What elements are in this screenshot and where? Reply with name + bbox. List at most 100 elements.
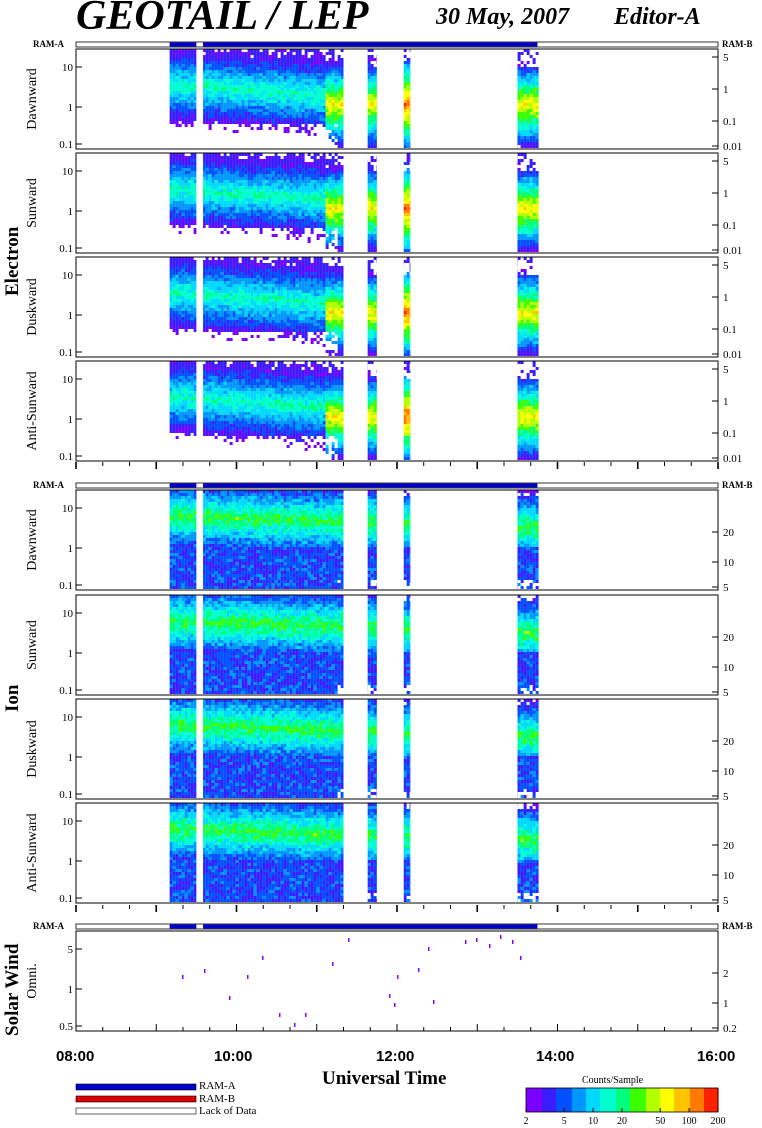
ion-3-ltick-label-2: 0.1 (59, 893, 73, 905)
solar-wind-ram-b-label: RAM-B (722, 921, 753, 931)
electron-ram-a-label: RAM-A (33, 39, 64, 49)
solar-wind-mark (332, 962, 334, 966)
x-tick-1200: 12:00 (376, 1048, 414, 1065)
ion-ram-b-label: RAM-B (722, 480, 753, 490)
legend-label-ram-a: RAM-A (199, 1080, 236, 1092)
ion-2-rtick-label-1: 10 (723, 766, 735, 778)
solar-wind-mark (397, 975, 399, 979)
ion-0-ltick-label-1: 1 (68, 543, 74, 555)
electron-ram-bar-ram-a (169, 42, 538, 47)
ion-heatmap-0 (169, 490, 539, 590)
ion-1-rtick-label-1: 10 (723, 662, 735, 674)
legend-swatch-lack-of-data (75, 1107, 197, 1115)
electron-heatmap-2 (169, 257, 539, 357)
solar-wind-mark (229, 996, 231, 1000)
solar-wind-rtick-label-0: 2 (723, 968, 729, 980)
electron-panel-2 (75, 256, 719, 358)
ion-3-ltick-label-1: 1 (68, 856, 74, 868)
ion-panel-0 (75, 489, 719, 591)
editor-label: Editor-A (614, 4, 701, 31)
electron-0-ltick-label-1: 1 (68, 102, 74, 114)
solar-wind-mark (433, 1000, 435, 1004)
ion-1-ltick-label-1: 1 (68, 648, 74, 660)
solar-wind-mark (512, 940, 514, 944)
solar-wind-mark (389, 994, 391, 998)
ion-panel-2 (75, 698, 719, 800)
electron-3-ltick-label-0: 10 (62, 374, 74, 386)
solar-wind-mark (520, 956, 522, 960)
electron-1-ltick-label-2: 0.1 (59, 243, 73, 255)
colorbar-tick-label-1: 5 (562, 1116, 567, 1127)
solar-wind-mark (394, 1003, 396, 1007)
ion-heatmap-2 (169, 699, 539, 799)
electron-3-rtick-label-2: 0.1 (723, 428, 737, 440)
electron-3-rtick-label-0: 5 (723, 364, 729, 376)
x-tick-1000: 10:00 (214, 1048, 252, 1065)
colorbar (526, 1088, 719, 1112)
electron-heatmap-3 (169, 361, 539, 461)
colorbar-label: Counts/Sample (582, 1075, 643, 1086)
electron-ram-bar-gap (196, 42, 204, 47)
solar-wind-mark (418, 968, 420, 972)
solar-wind-mark (489, 944, 491, 948)
ion-1-rtick-label-0: 20 (723, 632, 735, 644)
colorbar-tick-label-0: 2 (524, 1116, 529, 1127)
electron-1-rtick-label-0: 5 (723, 156, 729, 168)
electron-0-rtick-label-0: 5 (723, 52, 729, 64)
solar-wind-mark (500, 935, 502, 939)
legend-swatch-ram-b (75, 1095, 197, 1103)
electron-3-ltick-label-1: 1 (68, 414, 74, 426)
ion-panel-label-2: Duskward (25, 720, 40, 778)
electron-0-ltick-label-0: 10 (62, 62, 74, 74)
ion-ram-bar-gap (196, 483, 204, 488)
ion-panel-label-3: Anti-Sunward (25, 813, 40, 892)
electron-0-rtick-label-2: 0.1 (723, 116, 737, 128)
electron-2-rtick-label-1: 1 (723, 292, 729, 304)
ion-0-rtick-label-2: 5 (723, 582, 729, 594)
ion-panel-label-1: Sunward (25, 620, 40, 670)
electron-0-rtick-label-3: 0.01 (723, 141, 742, 153)
group-label-ion: Ion (2, 685, 24, 712)
ion-ram-a-label: RAM-A (33, 480, 64, 490)
electron-panel-0 (75, 48, 719, 150)
electron-2-ltick-label-1: 1 (68, 310, 74, 322)
ion-0-rtick-label-0: 20 (723, 527, 735, 539)
ion-2-ltick-label-2: 0.1 (59, 789, 73, 801)
ion-0-rtick-label-1: 10 (723, 557, 735, 569)
colorbar-tick-label-3: 20 (617, 1116, 627, 1127)
electron-1-ltick-label-1: 1 (68, 206, 74, 218)
ion-2-rtick-label-0: 20 (723, 736, 735, 748)
electron-2-ltick-label-0: 10 (62, 270, 74, 282)
electron-panel-label-2: Duskward (25, 278, 40, 336)
legend-label-ram-b: RAM-B (199, 1093, 235, 1105)
ion-panel-1 (75, 594, 719, 696)
electron-2-rtick-label-2: 0.1 (723, 324, 737, 336)
solar-wind-mark (305, 1013, 307, 1017)
electron-2-ltick-label-2: 0.1 (59, 347, 73, 359)
legend-swatch-ram-a (75, 1083, 197, 1091)
ion-0-ltick-label-0: 10 (62, 503, 74, 515)
page-title: GEOTAIL / LEP (76, 0, 368, 40)
electron-1-rtick-label-1: 1 (723, 188, 729, 200)
electron-2-rtick-label-0: 5 (723, 260, 729, 272)
group-label-electron: Electron (2, 227, 24, 296)
group-label-solar-wind: Solar Wind (2, 944, 24, 1036)
solar-wind-mark (247, 975, 249, 979)
solar-wind-panel (75, 930, 719, 1032)
solar-wind-ram-a-label: RAM-A (33, 921, 64, 931)
plot-date: 30 May, 2007 (436, 4, 569, 31)
solar-wind-ram-bar-gap (196, 924, 204, 929)
electron-0-ltick-label-2: 0.1 (59, 139, 73, 151)
ion-3-rtick-label-0: 20 (723, 840, 735, 852)
solar-wind-ram-bar-ram-a (169, 924, 538, 929)
colorbar-tick-label-6: 200 (711, 1116, 726, 1127)
ion-1-ltick-label-2: 0.1 (59, 685, 73, 697)
solar-wind-mark (465, 940, 467, 944)
x-axis-label: Universal Time (322, 1068, 446, 1090)
electron-1-rtick-label-3: 0.01 (723, 245, 742, 257)
electron-panel-1 (75, 152, 719, 254)
electron-0-rtick-label-1: 1 (723, 84, 729, 96)
solar-wind-rtick-label-2: 0.2 (723, 1023, 737, 1035)
solar-wind-ltick-label-1: 1 (68, 984, 74, 996)
